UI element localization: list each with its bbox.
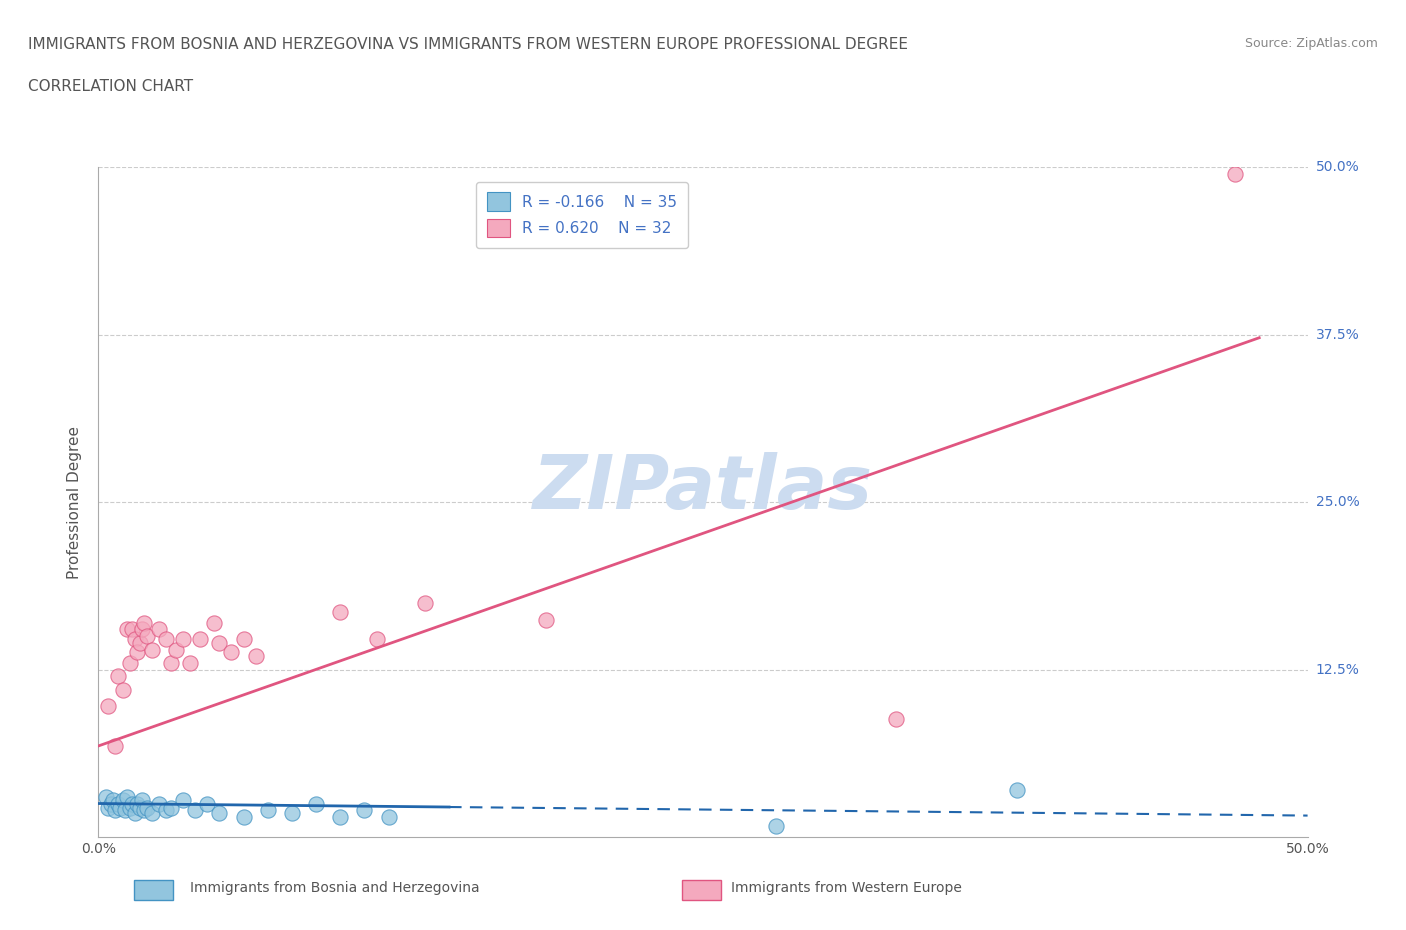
Point — [124, 631, 146, 646]
Point — [195, 796, 218, 811]
Point — [1223, 166, 1246, 181]
Point — [1007, 783, 1029, 798]
Point — [155, 803, 177, 817]
Text: ZIPatlas: ZIPatlas — [533, 452, 873, 525]
Text: Source: ZipAtlas.com: Source: ZipAtlas.com — [1244, 37, 1378, 50]
Point — [353, 803, 375, 817]
Point — [107, 796, 129, 811]
Text: 37.5%: 37.5% — [1316, 327, 1360, 342]
Point — [305, 796, 328, 811]
Point — [179, 656, 201, 671]
Point — [108, 800, 131, 815]
Point — [413, 595, 436, 610]
Point — [765, 818, 787, 833]
Point — [148, 622, 170, 637]
Text: 12.5%: 12.5% — [1316, 662, 1360, 677]
Point — [329, 604, 352, 619]
Text: CORRELATION CHART: CORRELATION CHART — [28, 79, 193, 94]
Point — [104, 803, 127, 817]
Point — [97, 800, 120, 815]
Point — [101, 792, 124, 807]
Point — [141, 805, 163, 820]
Point — [165, 642, 187, 657]
Point — [121, 622, 143, 637]
Point — [97, 698, 120, 713]
Point — [184, 803, 207, 817]
Point — [128, 635, 150, 650]
Text: Immigrants from Western Europe: Immigrants from Western Europe — [731, 881, 962, 896]
Text: 50.0%: 50.0% — [1316, 160, 1360, 175]
Point — [886, 711, 908, 726]
Point — [135, 800, 157, 815]
Point — [121, 796, 143, 811]
Point — [118, 656, 141, 671]
Point — [131, 622, 153, 637]
Legend: R = -0.166    N = 35, R = 0.620    N = 32: R = -0.166 N = 35, R = 0.620 N = 32 — [477, 181, 688, 248]
Point — [107, 669, 129, 684]
Point — [160, 800, 183, 815]
Point — [208, 635, 231, 650]
Point — [104, 738, 127, 753]
Point — [127, 796, 149, 811]
Point — [134, 616, 156, 631]
Point — [135, 629, 157, 644]
Point — [118, 800, 141, 815]
Point — [172, 792, 194, 807]
Point — [131, 792, 153, 807]
Text: Immigrants from Bosnia and Herzegovina: Immigrants from Bosnia and Herzegovina — [190, 881, 479, 896]
Point — [281, 805, 304, 820]
Point — [111, 683, 134, 698]
Point — [208, 805, 231, 820]
Point — [114, 803, 136, 817]
Point — [245, 649, 267, 664]
Point — [188, 631, 211, 646]
Point — [232, 809, 254, 824]
Point — [141, 642, 163, 657]
Point — [124, 805, 146, 820]
Point — [155, 631, 177, 646]
Point — [204, 616, 226, 631]
Point — [221, 644, 243, 659]
Point — [148, 796, 170, 811]
Text: IMMIGRANTS FROM BOSNIA AND HERZEGOVINA VS IMMIGRANTS FROM WESTERN EUROPE PROFESS: IMMIGRANTS FROM BOSNIA AND HERZEGOVINA V… — [28, 37, 908, 52]
Point — [329, 809, 352, 824]
Point — [100, 796, 122, 811]
Point — [160, 656, 183, 671]
Point — [172, 631, 194, 646]
Point — [128, 800, 150, 815]
Point — [117, 622, 139, 637]
Text: 25.0%: 25.0% — [1316, 495, 1360, 510]
Point — [134, 803, 156, 817]
Point — [94, 790, 117, 804]
Point — [232, 631, 254, 646]
Y-axis label: Professional Degree: Professional Degree — [67, 426, 83, 578]
Point — [117, 790, 139, 804]
Point — [366, 631, 388, 646]
Point — [534, 613, 557, 628]
Point — [127, 644, 149, 659]
Point — [377, 809, 399, 824]
Point — [111, 792, 134, 807]
Point — [256, 803, 278, 817]
